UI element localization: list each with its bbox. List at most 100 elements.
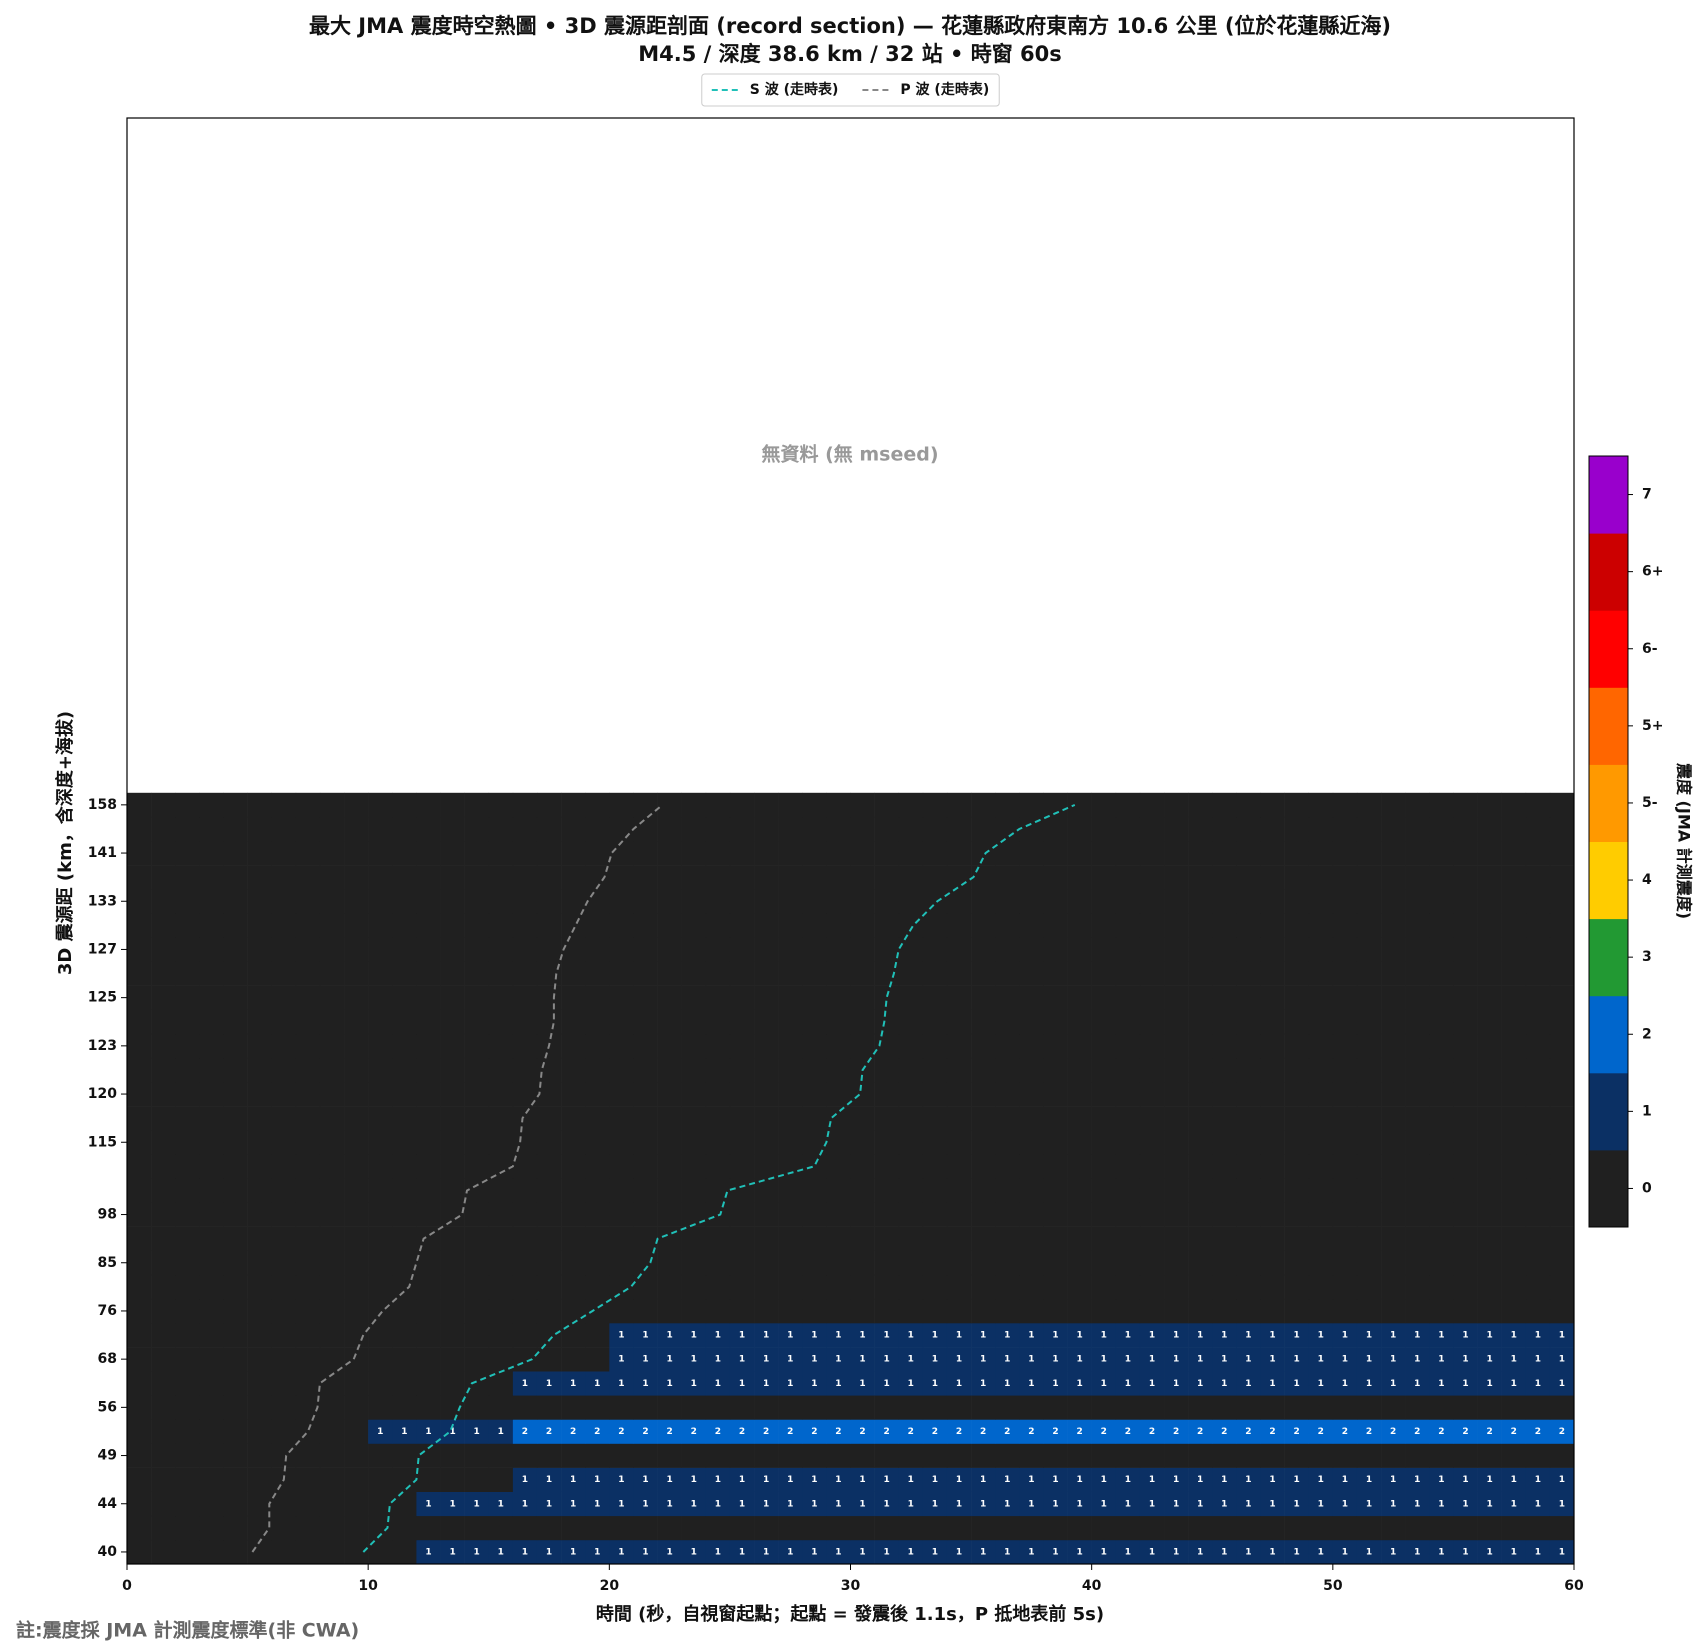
heatmap-cell (681, 816, 707, 842)
heatmap-cell (199, 1395, 224, 1420)
heatmap-cell (850, 1226, 875, 1251)
cell-label: 1 (811, 1331, 817, 1341)
cell-label: 1 (1149, 1475, 1155, 1485)
heatmap-cell (633, 1467, 658, 1492)
cell-label: 1 (715, 1499, 721, 1509)
heatmap-cell (1067, 1467, 1092, 1492)
cell-label: 1 (1559, 1379, 1565, 1389)
heatmap-cell (223, 1347, 248, 1372)
cell-label: 1 (642, 1475, 648, 1485)
heatmap-cell (1356, 937, 1382, 962)
heatmap-cell (778, 889, 803, 914)
cell-label: 1 (835, 1547, 841, 1557)
heatmap-cell (271, 1178, 297, 1203)
heatmap-cell (1043, 1250, 1068, 1276)
cell-label: 1 (570, 1379, 576, 1389)
heatmap-cell (729, 865, 755, 890)
heatmap-cell (1405, 1250, 1430, 1276)
heatmap-cell (536, 1202, 562, 1227)
heatmap-cell (1549, 1082, 1575, 1107)
heatmap-cell (247, 1443, 272, 1468)
cell-label: 1 (715, 1547, 721, 1557)
heatmap-cell (1332, 1371, 1358, 1396)
heatmap-cell (1067, 841, 1092, 866)
heatmap-cell (1260, 1395, 1285, 1420)
heatmap-cell (344, 1226, 369, 1251)
heatmap-cell (1356, 985, 1382, 1010)
heatmap-cell (898, 1057, 924, 1083)
heatmap-cell (1188, 913, 1213, 938)
cell-label: 1 (884, 1475, 890, 1485)
heatmap-cell (127, 1491, 152, 1517)
heatmap-cell (247, 1515, 272, 1541)
heatmap-cell (1284, 1298, 1310, 1324)
heatmap-cell (175, 913, 200, 938)
heatmap-cell (1477, 1395, 1502, 1420)
heatmap-cell (657, 961, 682, 986)
heatmap-cell (1525, 1539, 1551, 1565)
x-tick-label: 20 (600, 1578, 620, 1594)
heatmap-cell (1332, 1178, 1358, 1203)
cell-label: 1 (1101, 1499, 1107, 1509)
heatmap-cell (1453, 1033, 1478, 1059)
heatmap-cell (1115, 913, 1141, 938)
cell-label: 1 (1535, 1547, 1541, 1557)
cell-label: 1 (1197, 1331, 1203, 1341)
cell-label: 1 (980, 1499, 986, 1509)
heatmap-cell (971, 1395, 996, 1420)
heatmap-cell (1236, 816, 1261, 842)
heatmap-cell (874, 1226, 900, 1251)
heatmap-cell (585, 1443, 610, 1468)
cell-label: 2 (763, 1427, 769, 1437)
heatmap-cell (199, 792, 224, 818)
heatmap-cell (561, 1491, 586, 1517)
heatmap-cell (1139, 865, 1165, 890)
heatmap-cell (1139, 1323, 1165, 1348)
heatmap-cell (1260, 1082, 1285, 1107)
heatmap-cell (1477, 961, 1502, 986)
heatmap-cell (1019, 1130, 1044, 1155)
cell-label: 1 (642, 1331, 648, 1341)
heatmap-cell (826, 1298, 851, 1324)
heatmap-cell (1139, 1539, 1165, 1565)
heatmap-cell (199, 1539, 224, 1565)
cell-label: 1 (1438, 1547, 1444, 1557)
heatmap-cell (754, 1057, 779, 1083)
heatmap-cell (1260, 1178, 1285, 1203)
heatmap-cell (392, 1539, 417, 1565)
heatmap-cell (1501, 1274, 1527, 1300)
cell-label: 1 (522, 1499, 528, 1509)
cell-label: 2 (691, 1427, 697, 1437)
heatmap-cell (1188, 1347, 1213, 1372)
cell-label: 1 (1197, 1355, 1203, 1365)
heatmap-cell (850, 1395, 875, 1420)
heatmap-cell (1115, 1274, 1141, 1300)
heatmap-cell (1405, 1226, 1430, 1251)
heatmap-cell (585, 865, 610, 890)
heatmap-cell (271, 1057, 297, 1083)
heatmap-cell (440, 1226, 465, 1251)
heatmap-cell (151, 1419, 176, 1444)
heatmap-cell (995, 1178, 1020, 1203)
heatmap-cell (922, 1467, 948, 1492)
heatmap-cell (778, 1202, 803, 1227)
heatmap-cell (585, 1057, 610, 1083)
heatmap-cell (946, 1082, 972, 1107)
cell-label: 1 (739, 1475, 745, 1485)
heatmap-cell (874, 1106, 900, 1131)
heatmap-cell (850, 1515, 875, 1541)
heatmap-cell (1525, 1298, 1551, 1324)
cell-label: 1 (1101, 1547, 1107, 1557)
heatmap-cell (1405, 1057, 1430, 1083)
heatmap-cell (1549, 1250, 1575, 1276)
heatmap-cell (850, 1443, 875, 1468)
heatmap-cell (802, 1491, 827, 1517)
heatmap-cell (440, 1298, 465, 1324)
heatmap-cell (802, 1250, 827, 1276)
heatmap-cell (826, 1419, 851, 1444)
heatmap-cell (1019, 1274, 1044, 1300)
heatmap-cell (1381, 792, 1406, 818)
cell-label: 1 (691, 1499, 697, 1509)
heatmap-cell (1525, 1515, 1551, 1541)
heatmap-cell (295, 841, 321, 866)
